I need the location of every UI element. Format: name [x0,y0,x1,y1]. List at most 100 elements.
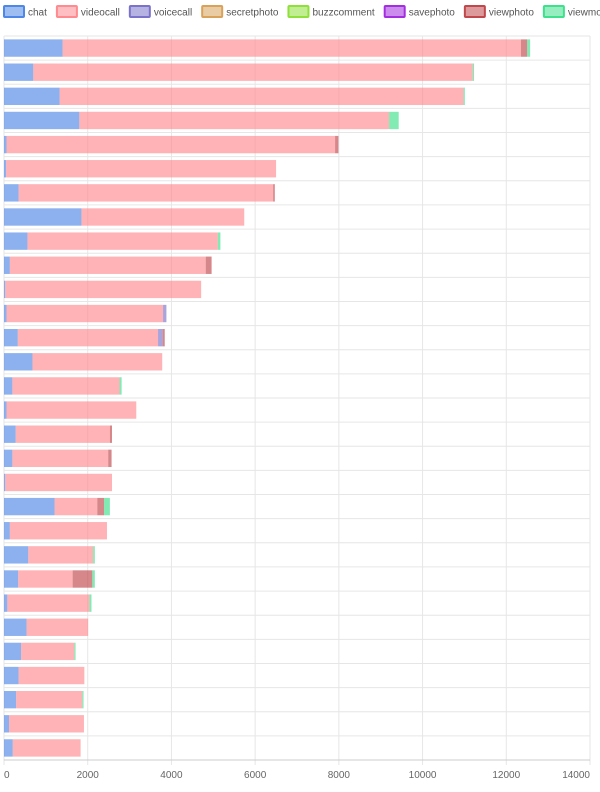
bar-segment-chat[interactable] [4,546,29,564]
bar-segment-viewmovie[interactable] [389,111,399,130]
legend-item-viewphoto[interactable]: viewphoto [463,5,534,19]
x-tick-label: 14000 [562,770,590,781]
legend-label-viewmovie: viewmovie [568,8,600,19]
x-tick-label: 6000 [244,770,267,781]
bar-segment-viewmovie[interactable] [472,63,475,81]
bar-segment-videocall[interactable] [54,497,98,516]
bar-segment-viewmovie[interactable] [463,87,465,106]
bar-segment-chat[interactable] [4,449,13,468]
legend-item-chat[interactable]: chat [3,5,47,19]
bar-segment-chat[interactable] [4,425,16,443]
bar-segment-chat[interactable] [4,63,34,81]
bar-segment-viewmovie[interactable] [93,546,95,564]
bar-segment-viewphoto[interactable] [205,256,212,274]
bar-segment-voicecall[interactable] [163,304,167,323]
bar-segment-viewmovie[interactable] [119,377,122,395]
legend-item-voicecall[interactable]: voicecall [128,5,192,19]
bar-segment-chat[interactable] [4,377,13,395]
legend-item-secretphoto[interactable]: secretphoto [201,5,279,19]
bar-segment-chat[interactable] [4,160,7,178]
bar-segment-viewmovie[interactable] [89,594,92,612]
bar-segment-chat[interactable] [4,135,7,154]
bar-segment-videocall[interactable] [5,280,202,299]
legend-swatch-videocall [55,5,78,18]
bar-segment-chat[interactable] [4,328,18,347]
bar-segment-chat[interactable] [4,280,6,299]
bar-segment-chat[interactable] [4,522,10,540]
bar-segment-chat[interactable] [4,304,7,323]
bar-segment-videocall[interactable] [5,473,112,492]
bar-segment-chat[interactable] [4,208,82,226]
bar-segment-videocall[interactable] [6,135,336,154]
bar-segment-videocall[interactable] [7,594,90,612]
legend-item-viewmovie[interactable]: viewmovie [542,5,600,19]
bar-segment-viewphoto[interactable] [72,570,93,588]
bar-segment-videocall[interactable] [6,160,277,178]
bar-segment-viewmovie[interactable] [217,232,221,250]
legend-swatch-voicecall [128,5,151,18]
bar-segment-videocall[interactable] [33,63,473,81]
bar-segment-viewphoto[interactable] [97,497,105,516]
bar-segment-chat[interactable] [4,715,10,733]
bar-segment-videocall[interactable] [15,425,110,443]
bar-segment-chat[interactable] [4,87,60,106]
bar-segment-videocall[interactable] [79,111,390,130]
bar-segment-videocall[interactable] [12,377,120,395]
bar-segment-chat[interactable] [4,618,27,636]
bar-segment-videocall[interactable] [32,353,163,371]
bar-segment-viewmovie[interactable] [104,497,110,516]
bar-segment-videocall[interactable] [21,642,75,661]
bar-segment-videocall[interactable] [9,522,107,540]
bar-segment-chat[interactable] [4,473,6,492]
bar-segment-videocall[interactable] [59,87,464,106]
bar-segment-videocall[interactable] [17,328,159,347]
bar-segment-viewmovie[interactable] [92,570,95,588]
legend-item-savephoto[interactable]: savephoto [383,5,456,19]
bar-segment-viewphoto[interactable] [109,425,112,443]
bar-segment-chat[interactable] [4,739,13,757]
bar-segment-chat[interactable] [4,666,19,685]
bar-segment-videocall[interactable] [26,618,89,636]
bar-segment-videocall[interactable] [12,739,81,757]
bar-segment-videocall[interactable] [28,546,94,564]
bar-segment-viewmovie[interactable] [74,642,76,661]
bar-segment-videocall[interactable] [6,304,164,323]
bar-segment-videocall[interactable] [27,232,218,250]
legend-item-buzzcomment[interactable]: buzzcomment [287,5,375,19]
bar-segment-videocall[interactable] [18,184,274,202]
bar-segment-chat[interactable] [4,353,33,371]
bar-segment-chat[interactable] [4,497,55,516]
bar-segment-videocall[interactable] [18,666,85,685]
bar-segment-videocall[interactable] [12,449,109,468]
legend-item-videocall[interactable]: videocall [55,5,120,19]
bar-segment-chat[interactable] [4,111,80,130]
bar-segment-chat[interactable] [4,642,22,661]
bar-segment-viewphoto[interactable] [273,184,275,202]
bar-segment-viewphoto[interactable] [520,39,528,57]
bar-segment-chat[interactable] [4,232,28,250]
bar-segment-chat[interactable] [4,570,19,588]
bar-segment-videocall[interactable] [62,39,521,57]
bar-segment-chat[interactable] [4,184,19,202]
bar-segment-viewmovie[interactable] [82,690,84,709]
bar-segment-viewphoto[interactable] [335,135,339,154]
bars [4,39,531,757]
bar-segment-viewmovie[interactable] [527,39,531,57]
bar-segment-videocall[interactable] [18,570,73,588]
bar-segment-voicecall[interactable] [158,328,163,347]
bar-segment-videocall[interactable] [9,715,84,733]
bar-segment-videocall[interactable] [9,256,206,274]
bar-segment-chat[interactable] [4,401,7,419]
bar-segment-chat[interactable] [4,594,8,612]
bar-segment-videocall[interactable] [81,208,245,226]
bar-segment-videocall[interactable] [6,401,137,419]
bar-segment-viewphoto[interactable] [162,328,165,347]
bar-segment-videocall[interactable] [16,690,83,709]
legend-label-buzzcomment: buzzcomment [312,8,374,19]
legend-swatch-savephoto [383,5,406,18]
bar-segment-viewphoto[interactable] [108,449,112,468]
bar-segment-chat[interactable] [4,256,10,274]
bar-segment-chat[interactable] [4,690,17,709]
bar-segment-chat[interactable] [4,39,63,57]
